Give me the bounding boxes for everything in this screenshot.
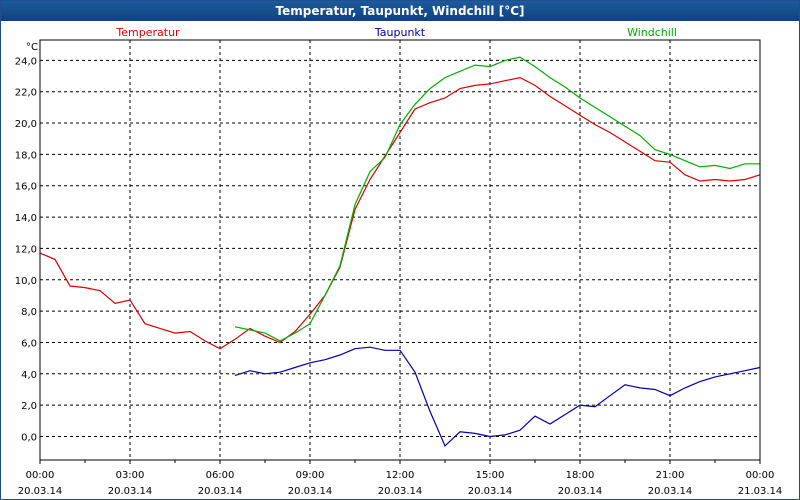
- y-tick-label: 12,0: [15, 244, 37, 255]
- x-tick-time: 03:00: [116, 470, 145, 481]
- x-tick-time: 21:00: [656, 470, 685, 481]
- y-tick-label: 2,0: [21, 401, 37, 412]
- x-tick-time: 18:00: [566, 470, 595, 481]
- x-tick-date: 20.03.14: [18, 486, 63, 497]
- x-tick-date: 20.03.14: [288, 486, 333, 497]
- y-tick-label: 8,0: [21, 307, 37, 318]
- y-tick-label: 6,0: [21, 338, 37, 349]
- x-tick-date: 20.03.14: [198, 486, 243, 497]
- series-line-temperatur: [39, 76, 761, 350]
- legend-windchill: Windchill: [627, 26, 677, 39]
- x-tick-time: 06:00: [206, 470, 235, 481]
- x-tick-time: 09:00: [296, 470, 325, 481]
- y-tick-labels: 0,0 2,0 4,0 6,0 8,0 10,0 12,0 14,0 16,0 18,0 20,0 2…: [15, 56, 37, 443]
- plot-border: [39, 39, 761, 461]
- x-tick-date: 20.03.14: [468, 486, 513, 497]
- x-tick-date: 20.03.14: [108, 486, 153, 497]
- y-tick-label: 4,0: [21, 370, 37, 381]
- y-tick-label: 16,0: [15, 182, 37, 193]
- x-tick-labels: 00:00 20.03.14 03:00 20.03.14 06:00 20.03.14 0…: [18, 470, 783, 497]
- window-title: Temperatur, Taupunkt, Windchill [°C]: [1, 1, 799, 21]
- x-tick-time: 15:00: [476, 470, 505, 481]
- legend: Temperatur Taupunkt Windchill: [115, 26, 677, 39]
- y-axis-label: °C: [26, 42, 38, 53]
- y-tick-label: 18,0: [15, 150, 37, 161]
- legend-taupunkt: Taupunkt: [374, 26, 426, 39]
- series-line-windchill: [234, 56, 760, 342]
- x-tick-date: 20.03.14: [558, 486, 603, 497]
- y-tick-label: 0,0: [21, 432, 37, 443]
- x-tick-time: 00:00: [26, 470, 55, 481]
- y-tick-label: 24,0: [15, 56, 37, 67]
- x-tick-time: 00:00: [746, 470, 775, 481]
- x-tick-date: 21.03.14: [738, 486, 783, 497]
- y-tick-label: 10,0: [15, 276, 37, 287]
- x-tick-time: 12:00: [386, 470, 415, 481]
- x-tick-date: 20.03.14: [378, 486, 423, 497]
- y-tick-label: 22,0: [15, 88, 37, 99]
- series-line-taupunkt: [234, 346, 761, 447]
- y-tick-label: 20,0: [15, 119, 37, 130]
- y-tick-label: 14,0: [15, 213, 37, 224]
- grid: [39, 40, 761, 464]
- legend-temperatur: Temperatur: [115, 26, 180, 39]
- series-lines: [39, 56, 761, 447]
- x-tick-date: 20.03.14: [648, 486, 693, 497]
